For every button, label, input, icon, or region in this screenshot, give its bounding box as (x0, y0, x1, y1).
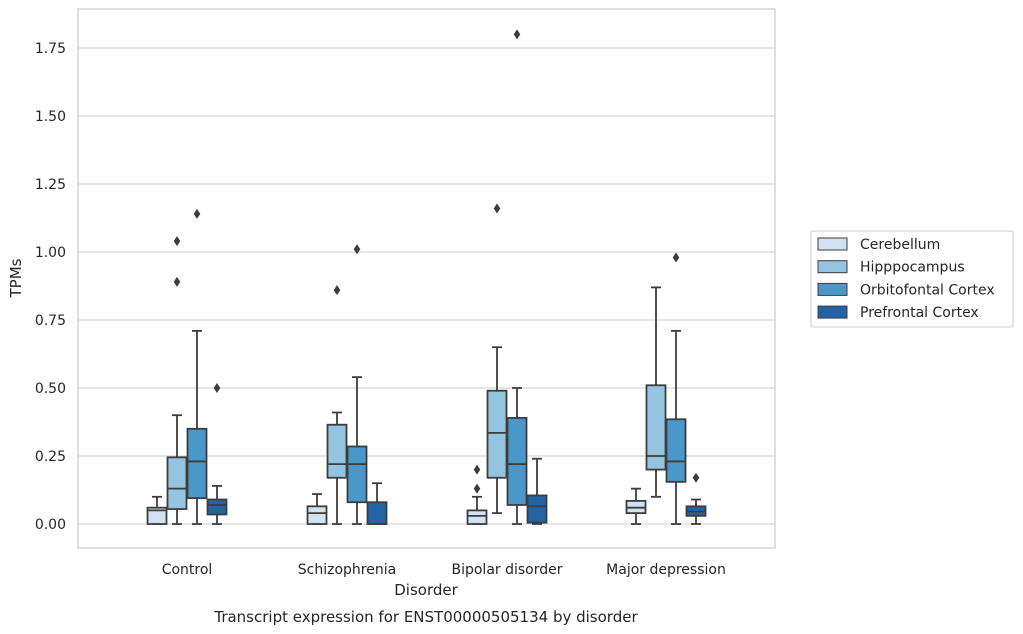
outlier-point (692, 472, 700, 483)
y-tick-label: 0.00 (35, 517, 66, 533)
y-tick-label: 1.00 (35, 245, 66, 261)
outlier-point (353, 244, 361, 255)
box-iqr (645, 384, 667, 471)
y-tick-label: 1.50 (35, 109, 66, 125)
box-orbitofontal-cortex (346, 244, 368, 525)
x-tick-label: Control (162, 562, 213, 578)
outlier-point (173, 276, 181, 287)
box-orbitofontal-cortex (186, 208, 208, 525)
box-iqr (506, 417, 528, 506)
box-cerebellum (146, 495, 168, 525)
legend-label: Orbitofontal Cortex (860, 282, 995, 298)
y-tick-label: 0.50 (35, 381, 66, 397)
outlier-point (193, 208, 201, 219)
box-iqr (486, 389, 508, 479)
y-tick-labels: 0.00 0.25 0.50 0.75 1.00 1.25 1.50 1.75 (35, 41, 66, 533)
box-cerebellum (306, 493, 328, 525)
legend-swatch (817, 282, 848, 296)
plot-frame (77, 8, 776, 549)
box-cerebellum (466, 464, 488, 525)
outlier-point (173, 236, 181, 247)
legend-label: Hipppocampus (860, 260, 965, 276)
legend-swatch (817, 237, 848, 251)
outlier-point (473, 464, 481, 475)
y-tick-label: 1.25 (35, 177, 66, 193)
box-prefrontal-cortex (366, 482, 388, 525)
box-orbitofontal-cortex (506, 29, 528, 525)
chart-caption: Transcript expression for ENST0000050513… (213, 608, 638, 626)
box-iqr (366, 501, 388, 525)
legend-label: Prefrontal Cortex (860, 305, 979, 321)
box-iqr (166, 456, 188, 510)
box-prefrontal-cortex (526, 457, 548, 525)
box-hipppocampus (166, 236, 188, 525)
box-iqr (466, 509, 488, 525)
x-tick-labels: Control Schizophrenia Bipolar disorder Majo… (162, 562, 726, 578)
legend-swatch (817, 305, 848, 319)
box-iqr (306, 505, 328, 525)
x-axis-label: Disorder (394, 581, 458, 599)
box-groups (146, 29, 707, 525)
x-tick-label: Bipolar disorder (451, 562, 562, 578)
box-iqr (526, 494, 548, 524)
box-prefrontal-cortex (206, 383, 228, 525)
box-prefrontal-cortex (685, 472, 707, 525)
outlier-point (473, 483, 481, 494)
box-hipppocampus (486, 203, 508, 515)
outlier-point (672, 252, 680, 263)
legend-label: Cerebellum (860, 237, 940, 253)
outlier-point (333, 285, 341, 296)
box-iqr (326, 423, 348, 479)
box-orbitofontal-cortex (665, 252, 687, 525)
y-tick-label: 0.75 (35, 313, 66, 329)
legend: Cerebellum Hipppocampus Orbitofontal Corte… (810, 230, 1014, 328)
x-tick-label: Schizophrenia (298, 562, 396, 578)
box-iqr (206, 498, 228, 516)
outlier-point (493, 203, 501, 214)
box-hipppocampus (326, 285, 348, 525)
y-axis-label: TPMs (7, 258, 25, 298)
legend-frame (810, 230, 1014, 328)
outlier-point (513, 29, 521, 40)
box-iqr (665, 418, 687, 483)
y-tick-label: 1.75 (35, 41, 66, 57)
x-tick-label: Major depression (606, 562, 726, 578)
box-iqr (146, 506, 168, 525)
box-cerebellum (625, 487, 647, 525)
box-iqr (186, 427, 208, 500)
y-tick-label: 0.25 (35, 449, 66, 465)
box-iqr (346, 445, 368, 504)
box-hipppocampus (645, 286, 667, 498)
legend-swatch (817, 260, 848, 274)
outlier-point (213, 383, 221, 393)
